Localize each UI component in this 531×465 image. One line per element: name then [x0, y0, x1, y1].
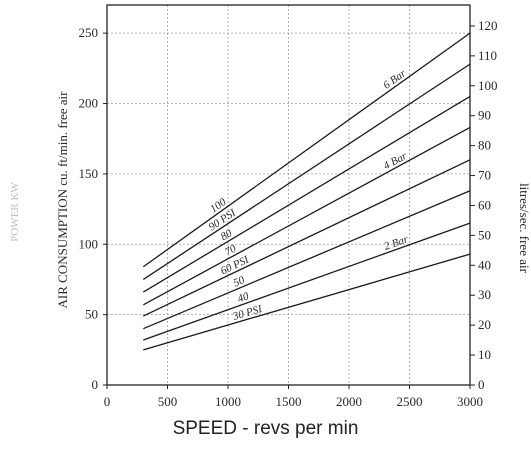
y-left-tick-label-5: 250 — [79, 25, 99, 40]
y-axis-left-title: AIR CONSUMPTION cu. ft/min. free air — [55, 91, 70, 309]
series-line-0 — [142, 32, 471, 268]
grid-layer — [107, 5, 470, 385]
y-right-tick-label-3: 30 — [478, 287, 491, 302]
y-right-tick-label-7: 70 — [478, 168, 491, 183]
x-tick-label-1: 500 — [158, 394, 178, 409]
y-left-tick-label-1: 50 — [85, 307, 98, 322]
psi-label-6: 40 — [236, 290, 251, 305]
x-tick-label-3: 1500 — [276, 394, 302, 409]
y-right-tick-label-12: 120 — [478, 18, 498, 33]
y-right-tick-label-9: 90 — [478, 108, 491, 123]
series-line-4 — [143, 159, 471, 317]
y-right-tick-label-10: 100 — [478, 78, 498, 93]
series-layer — [142, 32, 471, 351]
series-line-5 — [143, 190, 471, 330]
series-line-3 — [142, 126, 471, 306]
bar-label-0: 6 Bar — [381, 67, 409, 92]
y-right-tick-label-0: 0 — [478, 377, 485, 392]
y-right-tick-label-6: 60 — [478, 197, 491, 212]
y-left-tick-label-2: 100 — [79, 236, 99, 251]
y-left-tick-label-4: 200 — [79, 96, 99, 111]
x-tick-label-2: 1000 — [215, 394, 241, 409]
y-right-tick-label-4: 40 — [478, 257, 491, 272]
psi-label-5: 50 — [232, 274, 247, 290]
bar-label-3: 4 Bar — [382, 150, 410, 173]
series-line-1 — [142, 63, 471, 280]
series-line-7 — [143, 253, 471, 351]
y-axis-right-title: litres/sec. free air — [517, 183, 531, 274]
series-line-6 — [143, 222, 471, 341]
x-tick-label-4: 2000 — [336, 394, 362, 409]
y-left-tick-label-3: 150 — [79, 166, 99, 181]
tick-layer: 0 500 1000 1500 2000 2500 30000501001502002500… — [79, 18, 498, 409]
psi-label-3: 70 — [223, 242, 239, 258]
psi-label-2: 80 — [219, 227, 235, 243]
psi-label-4: 60 PSI — [219, 253, 252, 277]
x-axis-title: SPEED - revs per min — [172, 418, 359, 439]
y-right-tick-label-5: 50 — [478, 227, 491, 242]
psi-label-7: 30 PSI — [231, 303, 265, 324]
y-left-tick-label-0: 0 — [92, 377, 99, 392]
x-tick-label-0: 0 — [104, 394, 111, 409]
y-right-tick-label-2: 20 — [478, 317, 491, 332]
y-right-tick-label-8: 80 — [478, 138, 491, 153]
x-tick-label-6: 3000 — [457, 394, 483, 409]
series-line-2 — [142, 95, 471, 293]
y-right-tick-label-11: 110 — [478, 48, 497, 63]
power-kw-label: POWER KW — [9, 182, 21, 242]
y-right-tick-label-1: 10 — [478, 347, 491, 362]
x-tick-label-5: 2500 — [397, 394, 423, 409]
